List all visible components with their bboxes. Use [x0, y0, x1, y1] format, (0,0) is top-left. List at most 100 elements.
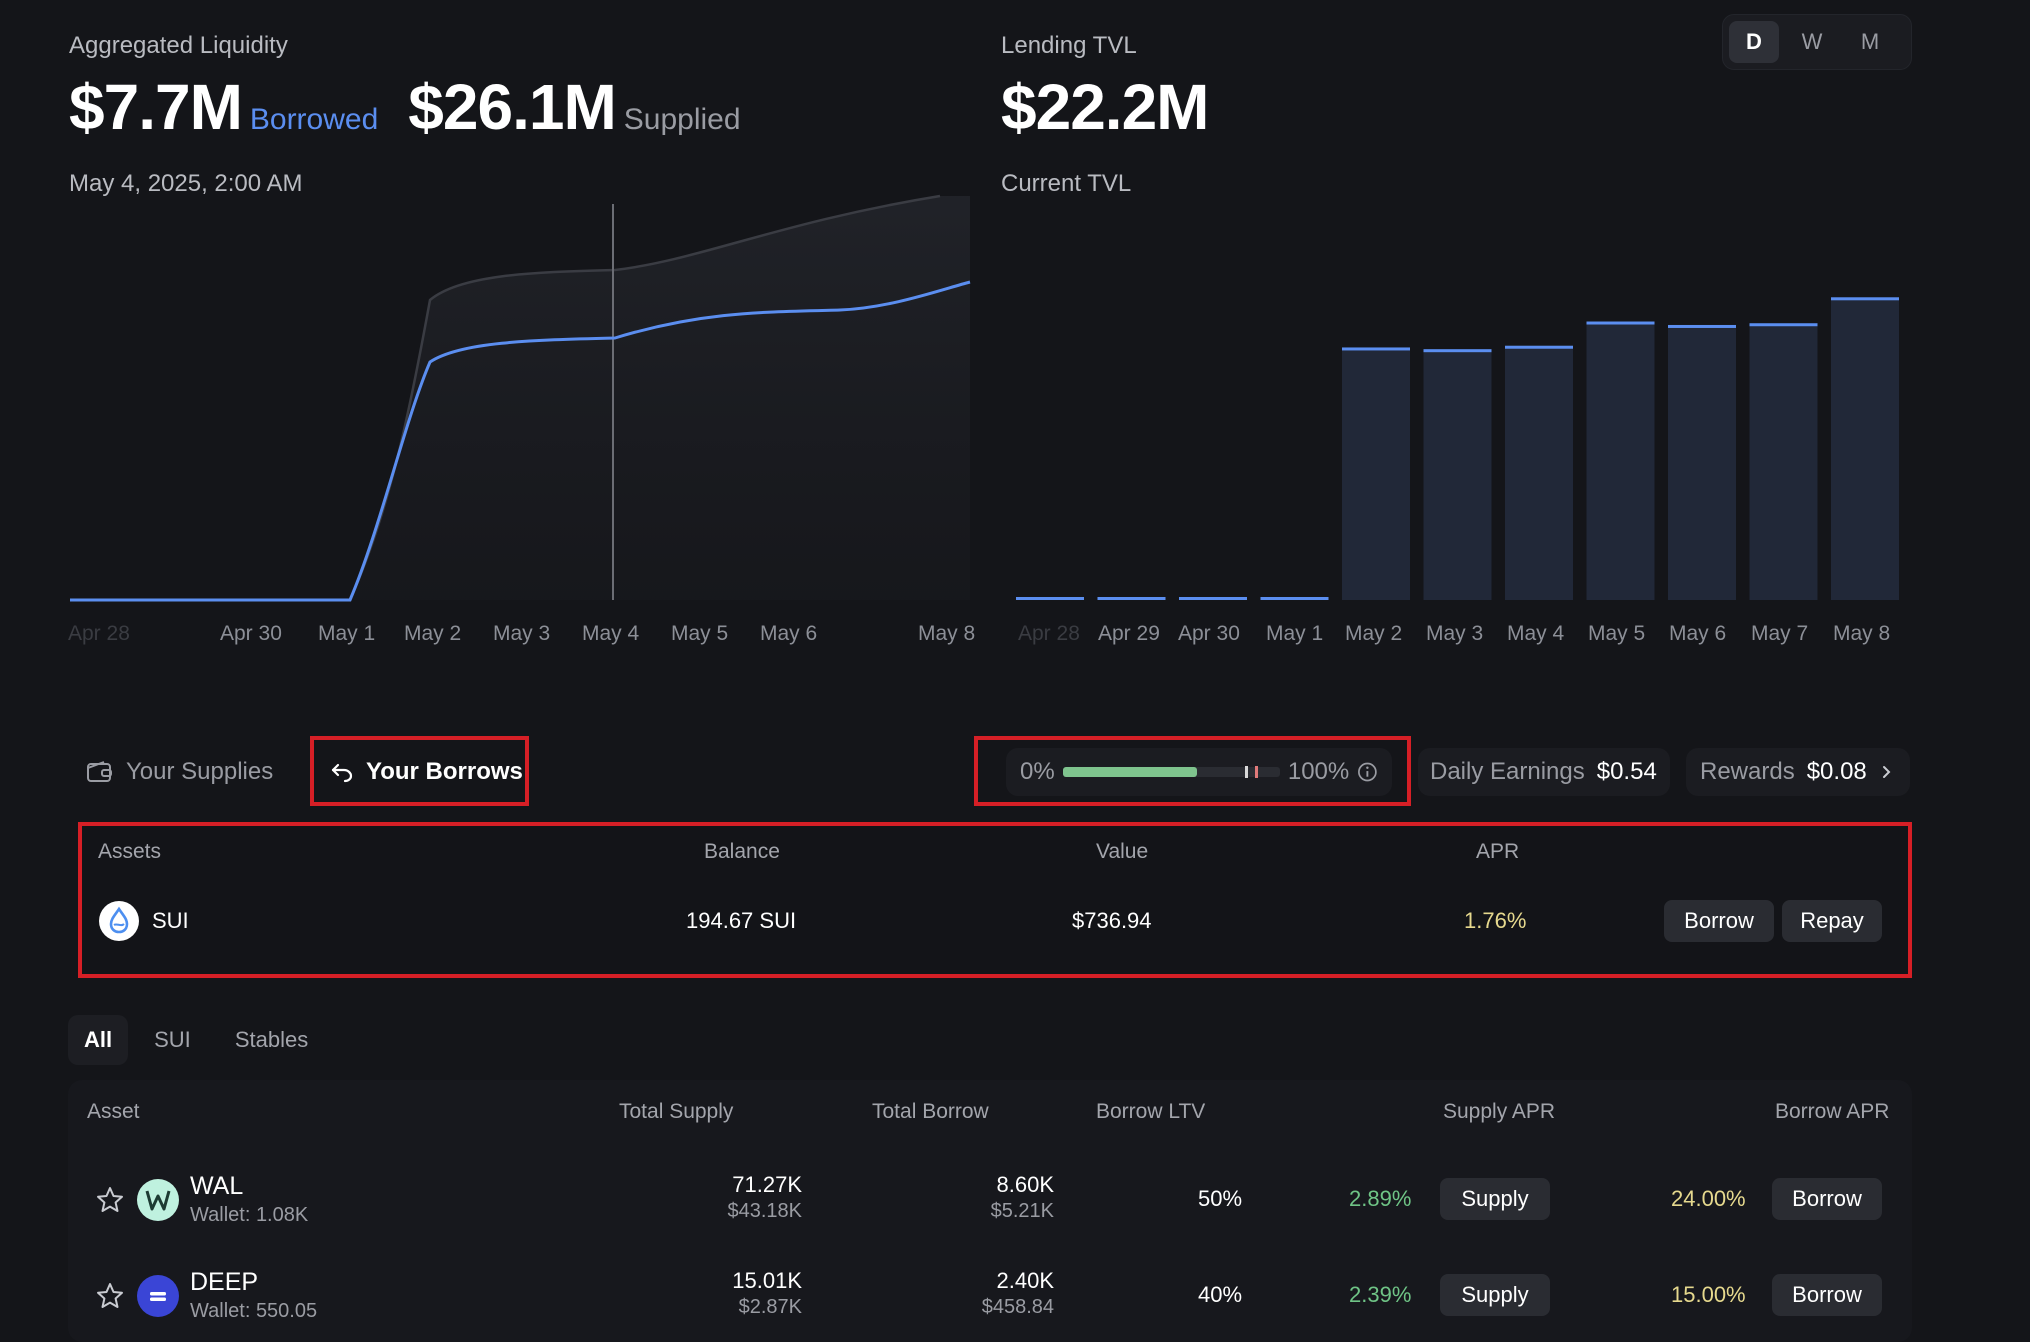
x-label: May 6	[1669, 622, 1727, 645]
filter-stables[interactable]: Stables	[234, 1027, 309, 1052]
range-option-w[interactable]: W	[1801, 29, 1823, 54]
col-value: Value	[1096, 840, 1149, 863]
x-label: Apr 30	[220, 622, 282, 645]
tvl-bar-top	[1505, 345, 1573, 349]
tvl-bar	[1505, 345, 1573, 600]
rewards-label: Rewards	[1700, 758, 1795, 785]
tvl-bar	[1423, 349, 1492, 600]
health-liquidation-marker	[1254, 766, 1258, 778]
daily-earnings-value: $0.54	[1596, 758, 1657, 785]
borrow-button[interactable]: Borrow	[1772, 1178, 1882, 1220]
tvl-sub-label: Current TVL	[1001, 170, 1132, 197]
tvl-bar-top	[1586, 321, 1655, 325]
tvl-bar-top	[1668, 324, 1736, 328]
tvl-bar-top	[1342, 347, 1410, 351]
wallet-icon	[87, 761, 112, 782]
col-borrow-apr: Borrow APR	[1775, 1100, 1890, 1123]
wallet-balance: Wallet: 1.08K	[190, 1204, 309, 1226]
borrow-ltv: 50%	[1198, 1186, 1243, 1211]
total-borrow: 8.60K	[996, 1172, 1055, 1197]
total-supply-usd: $43.18K	[727, 1200, 802, 1222]
range-toggle: D W M	[1722, 14, 1912, 70]
x-label: Apr 29	[1098, 622, 1160, 645]
health-max-label: 100%	[1287, 758, 1350, 785]
col-borrow-ltv: Borrow LTV	[1096, 1100, 1206, 1123]
asset-name: WAL	[190, 1172, 244, 1200]
borrows-table: Assets Balance Value APR SUI 194.67 SUI …	[82, 826, 1908, 974]
x-label: May 1	[318, 622, 376, 645]
health-track	[1062, 766, 1280, 778]
borrow-asset-name: SUI	[152, 908, 189, 933]
star-icon[interactable]	[96, 1282, 124, 1310]
tvl-chart	[1016, 297, 1899, 600]
health-highlight	[974, 736, 1411, 806]
tvl-bar	[1749, 323, 1818, 600]
borrowed-value: $7.7M	[69, 71, 243, 143]
borrow-apr: 1.76%	[1464, 908, 1527, 933]
sui-token-icon	[99, 901, 139, 941]
repay-button[interactable]: Repay	[1782, 900, 1882, 942]
x-label: May 1	[1266, 622, 1324, 645]
x-label: May 3	[493, 622, 551, 645]
range-option-m[interactable]: M	[1860, 29, 1880, 54]
x-label: Apr 30	[1178, 622, 1240, 645]
tvl-bar	[1668, 324, 1736, 600]
rewards-button[interactable]: Rewards $0.08	[1686, 748, 1910, 796]
total-supply-usd: $2.87K	[738, 1296, 802, 1318]
x-label: May 2	[1345, 622, 1403, 645]
health-marker	[1244, 766, 1248, 778]
col-total-supply: Total Supply	[619, 1100, 734, 1123]
tvl-bar-top	[1179, 597, 1247, 600]
borrow-button[interactable]: Borrow	[1772, 1274, 1882, 1316]
x-label: May 4	[582, 622, 640, 645]
liquidity-chart	[70, 194, 971, 602]
total-borrow: 2.40K	[996, 1268, 1055, 1293]
info-icon[interactable]	[1357, 761, 1378, 783]
col-apr: APR	[1476, 840, 1520, 863]
filter-sui[interactable]: SUI	[154, 1027, 191, 1052]
tvl-bar-top	[1831, 297, 1899, 301]
x-label: May 2	[404, 622, 462, 645]
total-supply: 71.27K	[732, 1172, 802, 1197]
range-option-d[interactable]: D	[1729, 21, 1779, 63]
liquidity-timestamp: May 4, 2025, 2:00 AM	[69, 170, 303, 197]
daily-earnings: Daily Earnings $0.54	[1418, 748, 1670, 796]
tvl-bar-top	[1423, 349, 1492, 353]
x-label: Apr 28	[68, 622, 130, 645]
x-label: May 4	[1507, 622, 1565, 645]
filter-all[interactable]: All	[68, 1015, 129, 1065]
borrow-row-asset: SUI	[98, 900, 189, 942]
borrow-value: $736.94	[1072, 908, 1152, 933]
table-row[interactable]: WAL Wallet: 1.08K 71.27K $43.18K 8.60K $…	[68, 1156, 1912, 1252]
total-supply: 15.01K	[732, 1268, 802, 1293]
tab-your-borrows[interactable]: Your Borrows	[330, 754, 523, 790]
wal-token-icon	[137, 1179, 179, 1221]
tvl-bar-top	[1016, 597, 1084, 600]
borrow-apr: 24.00%	[1671, 1186, 1746, 1211]
x-label: May 6	[760, 622, 818, 645]
x-label: May 8	[918, 622, 976, 645]
total-borrow-usd: $458.84	[981, 1296, 1054, 1318]
star-icon[interactable]	[96, 1186, 124, 1214]
borrow-apr: 15.00%	[1671, 1282, 1746, 1307]
liquidity-values: $7.7M Borrowed $26.1M Supplied	[69, 70, 741, 144]
tab-your-supplies-label: Your Supplies	[126, 758, 274, 785]
supplied-area	[70, 196, 970, 600]
x-label: May 7	[1751, 622, 1809, 645]
health-fill	[1062, 767, 1198, 777]
supply-button[interactable]: Supply	[1440, 1178, 1550, 1220]
undo-arrow-icon	[331, 763, 353, 783]
supplied-label: Supplied	[623, 103, 741, 136]
tvl-bar-top	[1097, 597, 1166, 600]
health-min-label: 0%	[1020, 758, 1055, 785]
borrow-button[interactable]: Borrow	[1664, 900, 1774, 942]
supply-button[interactable]: Supply	[1440, 1274, 1550, 1316]
supply-apr: 2.89%	[1349, 1186, 1412, 1211]
borrows-table-highlight	[78, 822, 1912, 978]
chevron-right-icon	[1882, 766, 1891, 778]
tvl-bar	[1342, 347, 1410, 600]
borrow-balance: 194.67 SUI	[686, 908, 797, 933]
borrowed-line	[70, 280, 971, 602]
table-row[interactable]: DEEP Wallet: 550.05 15.01K $2.87K 2.40K …	[68, 1252, 1912, 1342]
tab-your-supplies[interactable]: Your Supplies	[86, 754, 273, 790]
